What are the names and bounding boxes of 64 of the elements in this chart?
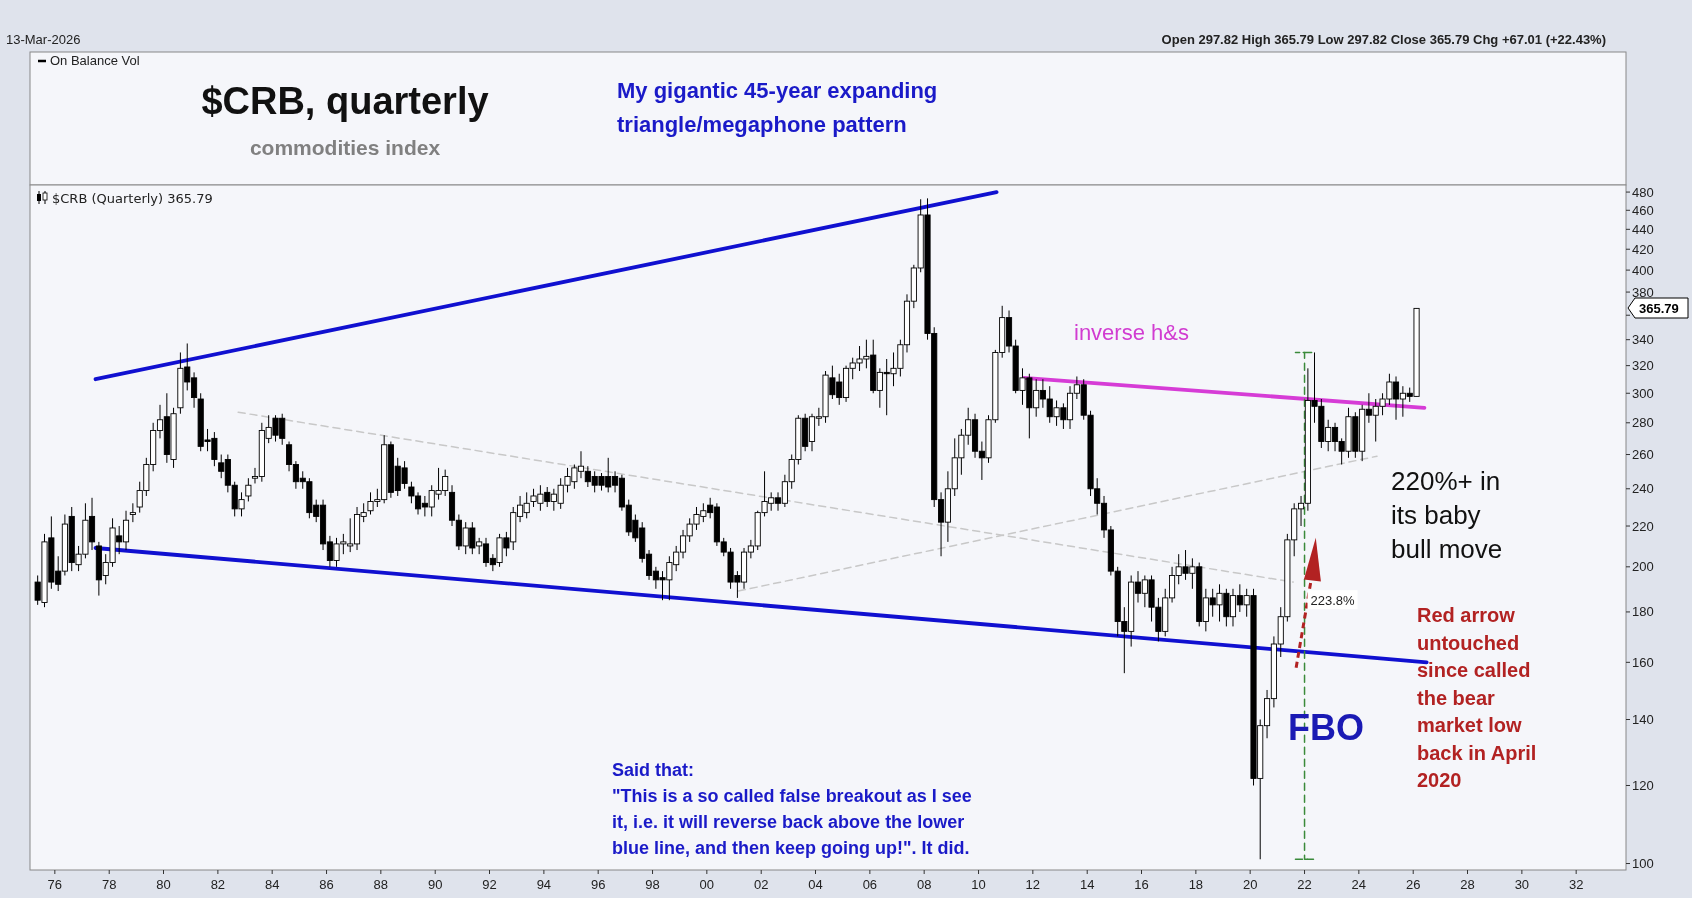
x-tick-label: 18 [1188, 877, 1204, 892]
y-tick-label: 440 [1632, 221, 1654, 237]
x-tick-label: 00 [699, 877, 715, 892]
y-tick-label: 420 [1632, 241, 1654, 257]
y-tick-label: 460 [1632, 202, 1654, 218]
y-tick-label: 160 [1632, 654, 1654, 670]
y-tick-label: 120 [1632, 777, 1654, 793]
text: Open 297.82 High 365.79 Low 297.82 Close 365.79 Chg +67.01 (+22.43%) [1161, 32, 1606, 47]
y-tick-label: 300 [1632, 385, 1654, 401]
x-tick-label: 80 [156, 877, 171, 892]
x-tick-label: 02 [753, 877, 769, 892]
text: On Balance Vol [50, 53, 140, 68]
y-tick-label: 100 [1632, 856, 1654, 872]
text: 13-Mar-2026 [6, 32, 81, 47]
x-tick-label: 28 [1460, 877, 1475, 892]
text: 365.79 [1639, 301, 1679, 316]
annotation: 220%+ in its baby bull move [1391, 466, 1503, 564]
x-tick-label: 10 [971, 877, 986, 892]
x-tick-label: 92 [482, 877, 497, 892]
annotation: 223.8% [1310, 593, 1356, 609]
chart-title: $CRB, quarterly [201, 80, 489, 122]
x-tick-label: 08 [916, 877, 932, 892]
y-tick-label: 480 [1632, 184, 1654, 200]
text: My gigantic 45-year expanding triangle/megaphone pattern [617, 78, 938, 137]
x-tick-label: 14 [1079, 877, 1095, 892]
y-tick-label: 260 [1632, 447, 1654, 463]
x-tick-label: 98 [645, 877, 660, 892]
x-tick-label: 20 [1242, 877, 1258, 892]
x-tick-label: 12 [1025, 877, 1041, 892]
y-tick-label: 140 [1632, 712, 1654, 727]
annotation: FBO [1288, 707, 1364, 748]
x-tick-label: 84 [264, 877, 280, 892]
x-tick-label: 16 [1134, 877, 1149, 892]
x-tick-label: 86 [319, 877, 334, 892]
x-tick-label: 30 [1514, 877, 1530, 892]
chart-subtitle: commodities index [249, 136, 441, 159]
y-tick-label: 280 [1632, 415, 1654, 431]
y-tick-label: 240 [1632, 481, 1654, 497]
x-tick-label: 90 [427, 877, 443, 892]
annotation: inverse h&s [1074, 320, 1189, 345]
annotation: Said that: "This is a so called false breakout as I see it, i.e. it will reverse back above the lower blue line, and then keep going up!". It did. [612, 760, 972, 858]
y-tick-label: 340 [1632, 332, 1654, 348]
x-tick-label: 22 [1297, 877, 1312, 892]
x-tick-label: 32 [1568, 877, 1584, 892]
x-tick-label: 96 [590, 877, 606, 892]
x-tick-label: 24 [1351, 877, 1367, 892]
x-tick-label: 26 [1405, 877, 1421, 892]
x-tick-label: 78 [101, 877, 117, 892]
legend-label: $CRB (Quarterly) 365.79 [52, 191, 213, 206]
annotation: Red arrow untouched since called the bear market low back in April 2020 [1417, 604, 1537, 791]
y-tick-label: 220 [1632, 518, 1654, 534]
x-tick-label: 76 [47, 877, 63, 892]
x-tick-label: 88 [373, 877, 389, 892]
y-tick-label: 180 [1632, 604, 1654, 620]
x-tick-label: 94 [536, 877, 552, 892]
y-tick-label: 320 [1632, 358, 1654, 374]
y-tick-label: 200 [1632, 559, 1654, 575]
candlestick [129, 502, 136, 523]
y-tick-label: 400 [1632, 262, 1654, 278]
x-tick-label: 04 [808, 877, 823, 892]
candlestick [245, 477, 252, 502]
y-tick-label: 380 [1632, 284, 1654, 300]
x-tick-label: 06 [862, 877, 878, 892]
x-tick-label: 82 [210, 877, 226, 892]
